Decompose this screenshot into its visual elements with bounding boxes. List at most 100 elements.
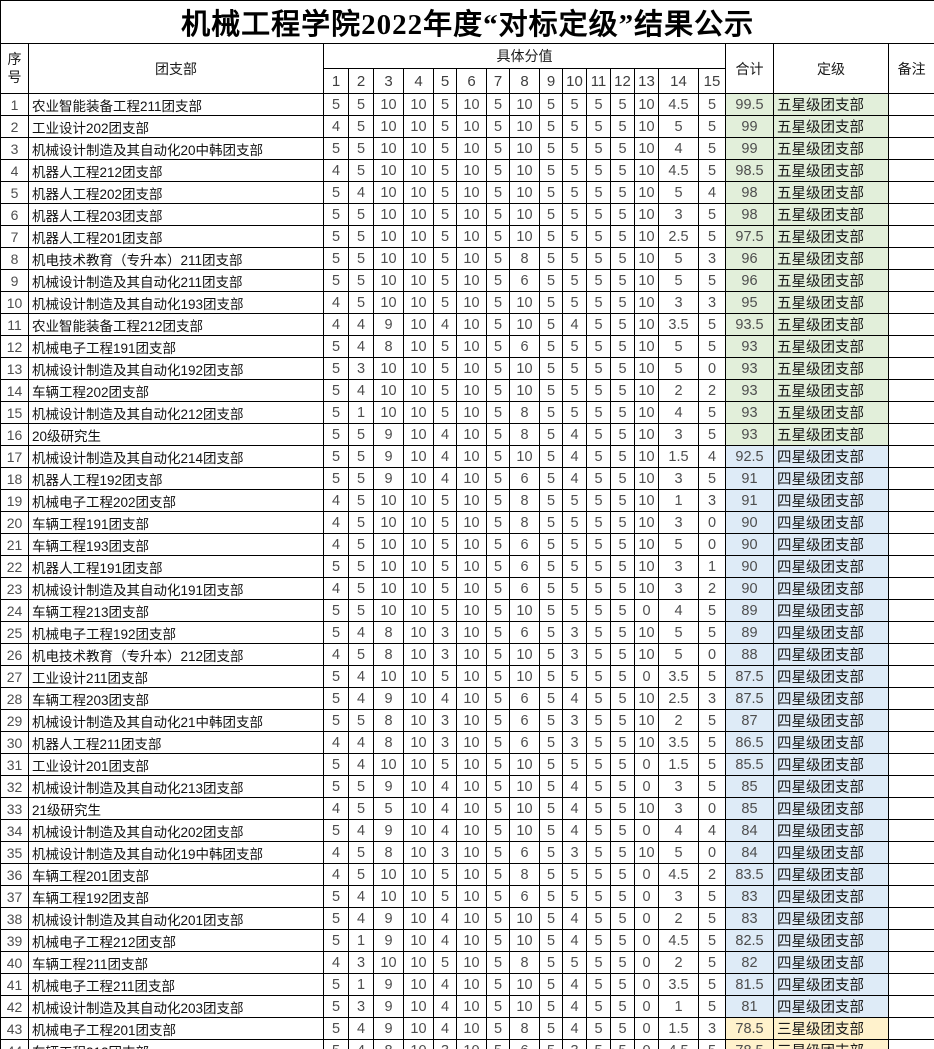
cell-score: 5 bbox=[562, 203, 587, 226]
table-row: 21 车辆工程193团支部 4 5 10 10 5 10 5 6 5 5 5 5 10 5 0 90 四星级团支部 bbox=[0, 533, 934, 556]
cell-score: 6 bbox=[509, 621, 540, 644]
cell-score: 5 bbox=[610, 313, 635, 336]
table-row: 35 机械设计制造及其自动化19中韩团支部 4 5 8 10 3 10 5 6 5 3 5 5 10 5 0 84… bbox=[0, 841, 934, 864]
cell-remark bbox=[887, 489, 934, 512]
cell-score: 5 bbox=[610, 863, 635, 886]
cell-score: 10 bbox=[634, 335, 659, 358]
cell-branch-name: 车辆工程203团支部 bbox=[28, 687, 324, 710]
cell-total: 99 bbox=[725, 115, 774, 138]
cell-row-number: 18 bbox=[0, 467, 29, 490]
cell-score: 5 bbox=[562, 159, 587, 182]
cell-row-number: 22 bbox=[0, 555, 29, 578]
cell-score: 6 bbox=[509, 269, 540, 292]
cell-score: 10 bbox=[456, 973, 487, 996]
cell-score: 5 bbox=[562, 247, 587, 270]
cell-score: 10 bbox=[403, 313, 434, 336]
cell-score: 10 bbox=[373, 93, 404, 116]
cell-score: 10 bbox=[403, 907, 434, 930]
cell-score: 5 bbox=[562, 885, 587, 908]
cell-score: 5 bbox=[348, 225, 374, 248]
cell-score: 10 bbox=[456, 797, 487, 820]
cell-branch-name: 机械电子工程192团支部 bbox=[28, 621, 324, 644]
cell-branch-name: 工业设计211团支部 bbox=[28, 665, 324, 688]
col-header-score-9: 9 bbox=[539, 68, 563, 94]
cell-score: 10 bbox=[403, 269, 434, 292]
cell-score: 5 bbox=[610, 687, 635, 710]
cell-score: 5 bbox=[323, 555, 349, 578]
cell-score: 10 bbox=[456, 555, 487, 578]
cell-score: 3 bbox=[348, 357, 374, 380]
cell-score: 3 bbox=[698, 291, 726, 314]
cell-score: 4 bbox=[348, 907, 374, 930]
table-row: 31 工业设计201团支部 5 4 10 10 5 10 5 10 5 5 5 5 0 1.5 5 85.5 四星级… bbox=[0, 753, 934, 776]
cell-score: 10 bbox=[509, 313, 540, 336]
cell-row-number: 39 bbox=[0, 929, 29, 952]
cell-branch-name: 机械电子工程211团支部 bbox=[28, 973, 324, 996]
cell-score: 5 bbox=[610, 643, 635, 666]
cell-score: 10 bbox=[456, 357, 487, 380]
cell-score: 4 bbox=[323, 951, 349, 974]
cell-score: 5 bbox=[586, 93, 611, 116]
cell-score: 5 bbox=[486, 335, 510, 358]
cell-total: 96 bbox=[725, 269, 774, 292]
table-row: 30 机器人工程211团支部 4 4 8 10 3 10 5 6 5 3 5 5 10 3.5 5 86.5 四星级… bbox=[0, 731, 934, 754]
cell-score: 9 bbox=[373, 313, 404, 336]
cell-score: 5 bbox=[433, 357, 457, 380]
cell-score: 5 bbox=[348, 423, 374, 446]
cell-score: 5 bbox=[658, 247, 699, 270]
cell-score: 10 bbox=[456, 489, 487, 512]
cell-score: 10 bbox=[373, 555, 404, 578]
cell-score: 5 bbox=[348, 137, 374, 160]
cell-remark bbox=[887, 467, 934, 490]
cell-score: 5 bbox=[539, 511, 563, 534]
cell-score: 0 bbox=[634, 907, 659, 930]
cell-score: 5 bbox=[539, 335, 563, 358]
cell-row-number: 16 bbox=[0, 423, 29, 446]
cell-score: 10 bbox=[373, 159, 404, 182]
cell-branch-name: 机械设计制造及其自动化191团支部 bbox=[28, 577, 324, 600]
cell-row-number: 38 bbox=[0, 907, 29, 930]
cell-score: 4 bbox=[562, 467, 587, 490]
table-row: 11 农业智能装备工程212团支部 4 4 9 10 4 10 5 10 5 4 5 5 10 3.5 5 93.… bbox=[0, 313, 934, 336]
cell-score: 4 bbox=[348, 687, 374, 710]
cell-score: 5 bbox=[610, 445, 635, 468]
cell-score: 5 bbox=[486, 775, 510, 798]
cell-score: 5 bbox=[658, 115, 699, 138]
cell-score: 4 bbox=[348, 753, 374, 776]
cell-score: 5 bbox=[323, 709, 349, 732]
cell-row-number: 31 bbox=[0, 753, 29, 776]
cell-score: 0 bbox=[634, 665, 659, 688]
cell-score: 4 bbox=[698, 445, 726, 468]
cell-branch-name: 车辆工程201团支部 bbox=[28, 863, 324, 886]
cell-row-number: 35 bbox=[0, 841, 29, 864]
cell-score: 5 bbox=[486, 423, 510, 446]
cell-score: 10 bbox=[403, 137, 434, 160]
cell-score: 5 bbox=[539, 423, 563, 446]
cell-rating: 五星级团支部 bbox=[773, 159, 889, 182]
cell-score: 5 bbox=[698, 753, 726, 776]
cell-score: 5 bbox=[539, 445, 563, 468]
cell-row-number: 37 bbox=[0, 885, 29, 908]
cell-row-number: 41 bbox=[0, 973, 29, 996]
cell-score: 5 bbox=[539, 819, 563, 842]
cell-score: 10 bbox=[456, 995, 487, 1018]
cell-score: 10 bbox=[634, 379, 659, 402]
table-row: 22 机器人工程191团支部 5 5 10 10 5 10 5 6 5 5 5 5 10 3 1 90 四星级团支部 bbox=[0, 555, 934, 578]
cell-score: 10 bbox=[634, 445, 659, 468]
cell-remark bbox=[887, 819, 934, 842]
col-header-score-10: 10 bbox=[562, 68, 587, 94]
cell-score: 10 bbox=[403, 423, 434, 446]
col-header-score-11: 11 bbox=[586, 68, 611, 94]
cell-branch-name: 机械电子工程191团支部 bbox=[28, 335, 324, 358]
cell-score: 10 bbox=[456, 929, 487, 952]
cell-score: 3 bbox=[658, 203, 699, 226]
cell-score: 10 bbox=[509, 819, 540, 842]
cell-score: 4 bbox=[348, 335, 374, 358]
cell-score: 5 bbox=[698, 995, 726, 1018]
cell-score: 10 bbox=[373, 753, 404, 776]
cell-score: 6 bbox=[509, 467, 540, 490]
cell-score: 10 bbox=[373, 225, 404, 248]
cell-rating: 四星级团支部 bbox=[773, 445, 889, 468]
cell-score: 4 bbox=[348, 181, 374, 204]
cell-row-number: 11 bbox=[0, 313, 29, 336]
